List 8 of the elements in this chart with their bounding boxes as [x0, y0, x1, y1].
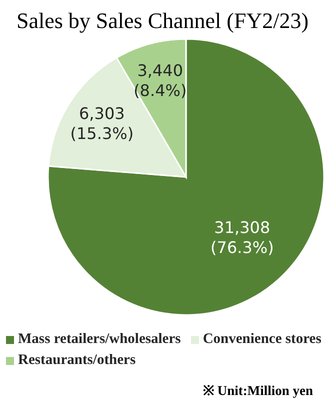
text: ※ Unit:Million yen — [202, 382, 313, 399]
chart-title: Sales by Sales Channel (FY2/23) — [15, 8, 310, 34]
data-label: 31,308 (76.3%) — [210, 218, 274, 257]
data-label: 3,440 (8.4%) — [134, 61, 187, 100]
data-label: 6,303 (15.3%) — [70, 104, 134, 144]
legend-label: Mass retailers/wholesalers — [17, 331, 181, 348]
legend-label: Restaurants/others — [17, 352, 136, 369]
legend-label: Convenience stores — [202, 331, 322, 348]
